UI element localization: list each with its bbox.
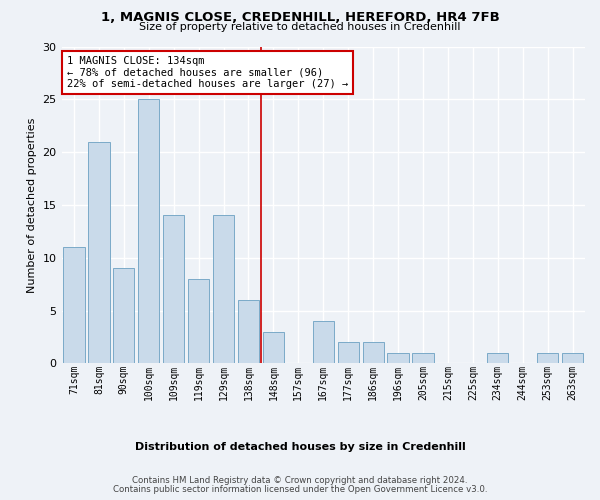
Bar xyxy=(238,300,259,364)
Bar xyxy=(188,279,209,363)
Bar xyxy=(213,216,234,364)
Bar xyxy=(88,142,110,364)
Bar xyxy=(338,342,359,363)
Bar xyxy=(562,353,583,364)
Text: Distribution of detached houses by size in Credenhill: Distribution of detached houses by size … xyxy=(134,442,466,452)
Text: Size of property relative to detached houses in Credenhill: Size of property relative to detached ho… xyxy=(139,22,461,32)
Bar xyxy=(263,332,284,364)
Bar xyxy=(113,268,134,364)
Bar xyxy=(487,353,508,364)
Bar xyxy=(412,353,434,364)
Text: Contains HM Land Registry data © Crown copyright and database right 2024.: Contains HM Land Registry data © Crown c… xyxy=(132,476,468,485)
Bar xyxy=(362,342,384,363)
Text: 1, MAGNIS CLOSE, CREDENHILL, HEREFORD, HR4 7FB: 1, MAGNIS CLOSE, CREDENHILL, HEREFORD, H… xyxy=(101,11,499,24)
Bar xyxy=(537,353,558,364)
Bar xyxy=(388,353,409,364)
Text: 1 MAGNIS CLOSE: 134sqm
← 78% of detached houses are smaller (96)
22% of semi-det: 1 MAGNIS CLOSE: 134sqm ← 78% of detached… xyxy=(67,56,348,89)
Bar xyxy=(313,321,334,364)
Y-axis label: Number of detached properties: Number of detached properties xyxy=(27,117,37,292)
Bar xyxy=(163,216,184,364)
Bar xyxy=(138,100,160,364)
Text: Contains public sector information licensed under the Open Government Licence v3: Contains public sector information licen… xyxy=(113,485,487,494)
Bar xyxy=(64,247,85,364)
